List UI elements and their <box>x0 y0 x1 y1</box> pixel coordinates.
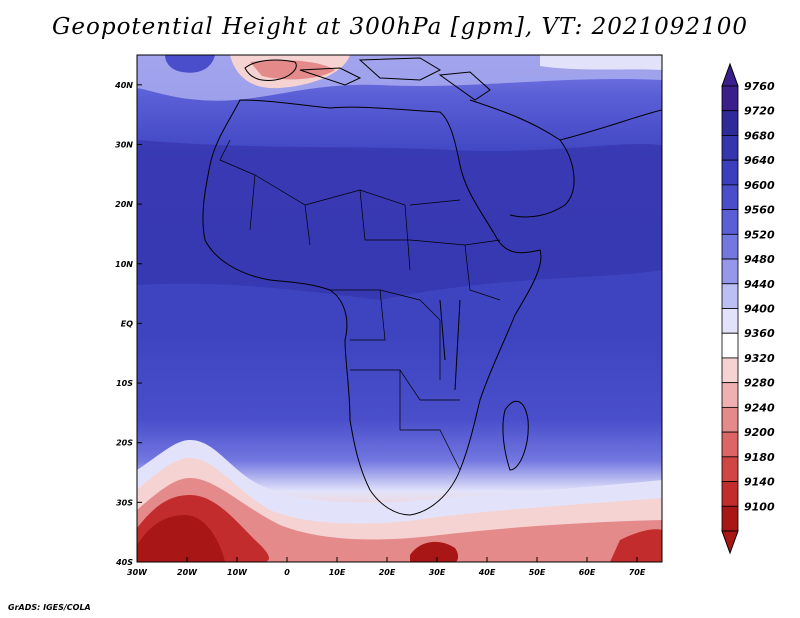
height-field <box>137 55 662 562</box>
coastlines <box>202 57 662 516</box>
colorbar-swatch <box>721 406 739 433</box>
country-borders <box>219 139 501 471</box>
lat-tick-label: 10S <box>116 379 133 388</box>
colorbar-bottom-arrow <box>721 530 739 555</box>
colorbar-level-label: 9140 <box>744 476 775 489</box>
colorbar-level-label: 9400 <box>744 303 775 316</box>
colorbar-level-label: 9480 <box>744 253 775 266</box>
lat-tick-label: 40S <box>115 558 133 567</box>
colorbar-swatch <box>721 456 739 482</box>
colorbar-level-label: 9180 <box>744 451 775 464</box>
colorbar-swatch <box>721 110 739 136</box>
lat-tick-label: 40N <box>114 81 133 90</box>
colorbar-swatch <box>721 382 739 408</box>
lon-tick-label: 30W <box>127 568 148 577</box>
lon-tick-label: 60E <box>579 568 596 577</box>
colorbar-swatch <box>721 481 739 507</box>
colorbar: 9760 9720 9680 9640 9600 9560 9520 9480 9440 9400… <box>721 62 775 555</box>
lon-tick-label: 70E <box>629 568 646 577</box>
colorbar-swatch <box>721 233 739 260</box>
colorbar-level-label: 9440 <box>744 278 775 291</box>
lon-tick-label: 20E <box>379 568 396 577</box>
colorbar-swatch <box>721 308 739 334</box>
colorbar-level-label: 9720 <box>744 105 775 118</box>
lon-tick-label: 10E <box>329 568 346 577</box>
lat-tick-label: 20S <box>116 439 133 448</box>
lat-tick-label: EQ <box>121 319 133 328</box>
colorbar-level-label: 9100 <box>744 500 775 513</box>
colorbar-swatch <box>721 184 739 211</box>
plot-frame <box>136 54 663 563</box>
colorbar-level-label: 9280 <box>744 377 775 390</box>
colorbar-level-label: 9360 <box>744 327 775 340</box>
lat-ticks: 40N 30N 20N 10N EQ 10S 20S 30S 40S <box>114 81 142 567</box>
colorbar-level-label: 9320 <box>744 352 775 365</box>
lon-ticks: 30W 20W 10W 0 10E 20E 30E 40E 50E 60E 70E <box>127 557 646 577</box>
colorbar-level-label: 9560 <box>744 204 775 217</box>
colorbar-level-label: 9680 <box>744 129 775 142</box>
lon-tick-label: 50E <box>529 568 546 577</box>
lon-tick-label: 20W <box>177 568 198 577</box>
lon-tick-label: 10W <box>227 568 248 577</box>
colorbar-swatch <box>721 283 739 309</box>
lon-tick-label: 0 <box>284 568 290 577</box>
lat-tick-label: 20N <box>115 200 133 209</box>
footer-credit: GrADS: IGES/COLA <box>8 603 91 612</box>
lat-tick-label: 30S <box>116 498 133 507</box>
colorbar-level-label: 9600 <box>744 179 775 192</box>
colorbar-swatch <box>721 357 739 384</box>
lat-tick-label: 30N <box>115 140 133 149</box>
lon-tick-label: 30E <box>429 568 446 577</box>
colorbar-swatch <box>721 505 739 532</box>
colorbar-level-label: 9640 <box>744 154 775 167</box>
colorbar-level-label: 9520 <box>744 228 775 241</box>
colorbar-swatch <box>721 258 739 285</box>
colorbar-level-label: 9240 <box>744 401 775 414</box>
colorbar-swatch <box>721 332 739 359</box>
colorbar-swatch <box>721 135 739 161</box>
lat-tick-label: 10N <box>115 260 133 269</box>
colorbar-level-label: 9760 <box>744 80 775 93</box>
colorbar-swatch <box>721 159 739 186</box>
page-title: Geopotential Height at 300hPa [gpm], VT:… <box>52 14 748 40</box>
colorbar-top-arrow <box>721 62 739 87</box>
colorbar-swatch <box>721 85 739 112</box>
colorbar-level-label: 9200 <box>744 426 775 439</box>
lon-tick-label: 40E <box>478 568 496 577</box>
colorbar-swatch <box>721 209 739 235</box>
colorbar-swatch <box>721 431 739 458</box>
